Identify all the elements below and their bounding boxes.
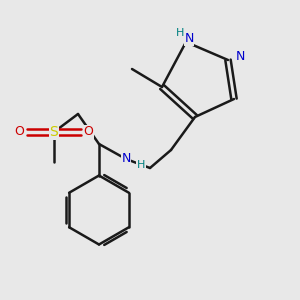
Text: N: N — [121, 152, 131, 166]
Text: O: O — [84, 125, 93, 139]
Text: N: N — [235, 50, 245, 64]
Text: O: O — [15, 125, 24, 139]
Text: N: N — [184, 32, 194, 46]
Text: H: H — [176, 28, 184, 38]
Text: H: H — [137, 160, 145, 170]
Text: S: S — [50, 125, 58, 139]
